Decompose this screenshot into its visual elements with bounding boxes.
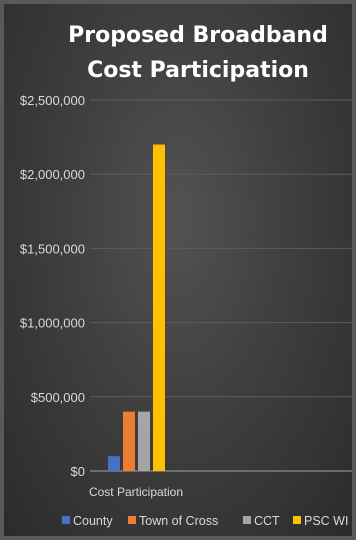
legend: County Town of Cross CCT PSC WI — [62, 514, 348, 528]
y-tick-label: $500,000 — [31, 390, 85, 405]
x-category-label: Cost Participation — [89, 485, 183, 499]
legend-label: PSC WI — [304, 514, 348, 528]
legend-label: CCT — [254, 514, 280, 528]
legend-swatch — [293, 516, 301, 524]
bars — [108, 144, 165, 471]
legend-entry-cct: CCT — [243, 514, 280, 528]
bar-town-of-cross — [123, 411, 135, 471]
legend-label: County — [73, 514, 113, 528]
y-tick-label: $2,500,000 — [20, 93, 85, 108]
legend-swatch — [243, 516, 251, 524]
legend-swatch — [128, 516, 136, 524]
chart-title-line-2: Cost Participation — [87, 58, 309, 83]
chart-frame — [4, 4, 352, 536]
y-axis-ticks: $0 $500,000 $1,000,000 $1,500,000 $2,000,000… — [20, 93, 85, 479]
legend-swatch — [62, 516, 70, 524]
y-tick-label: $0 — [71, 464, 85, 479]
y-tick-label: $1,500,000 — [20, 241, 85, 256]
chart-title-line-1: Proposed Broadband — [68, 23, 328, 48]
bar-county — [108, 456, 120, 471]
chart-title: Proposed Broadband Cost Participation — [68, 23, 328, 83]
legend-entry-town-of-cross: Town of Cross — [128, 514, 218, 528]
y-tick-label: $2,000,000 — [20, 167, 85, 182]
x-axis-categories: Cost Participation — [89, 485, 183, 499]
y-tick-label: $1,000,000 — [20, 316, 85, 331]
legend-entry-county: County — [62, 514, 113, 528]
bar-psc-wi — [153, 144, 165, 471]
bar-cct — [138, 411, 150, 471]
legend-entry-psc-wi: PSC WI — [293, 514, 348, 528]
legend-label: Town of Cross — [139, 514, 218, 528]
